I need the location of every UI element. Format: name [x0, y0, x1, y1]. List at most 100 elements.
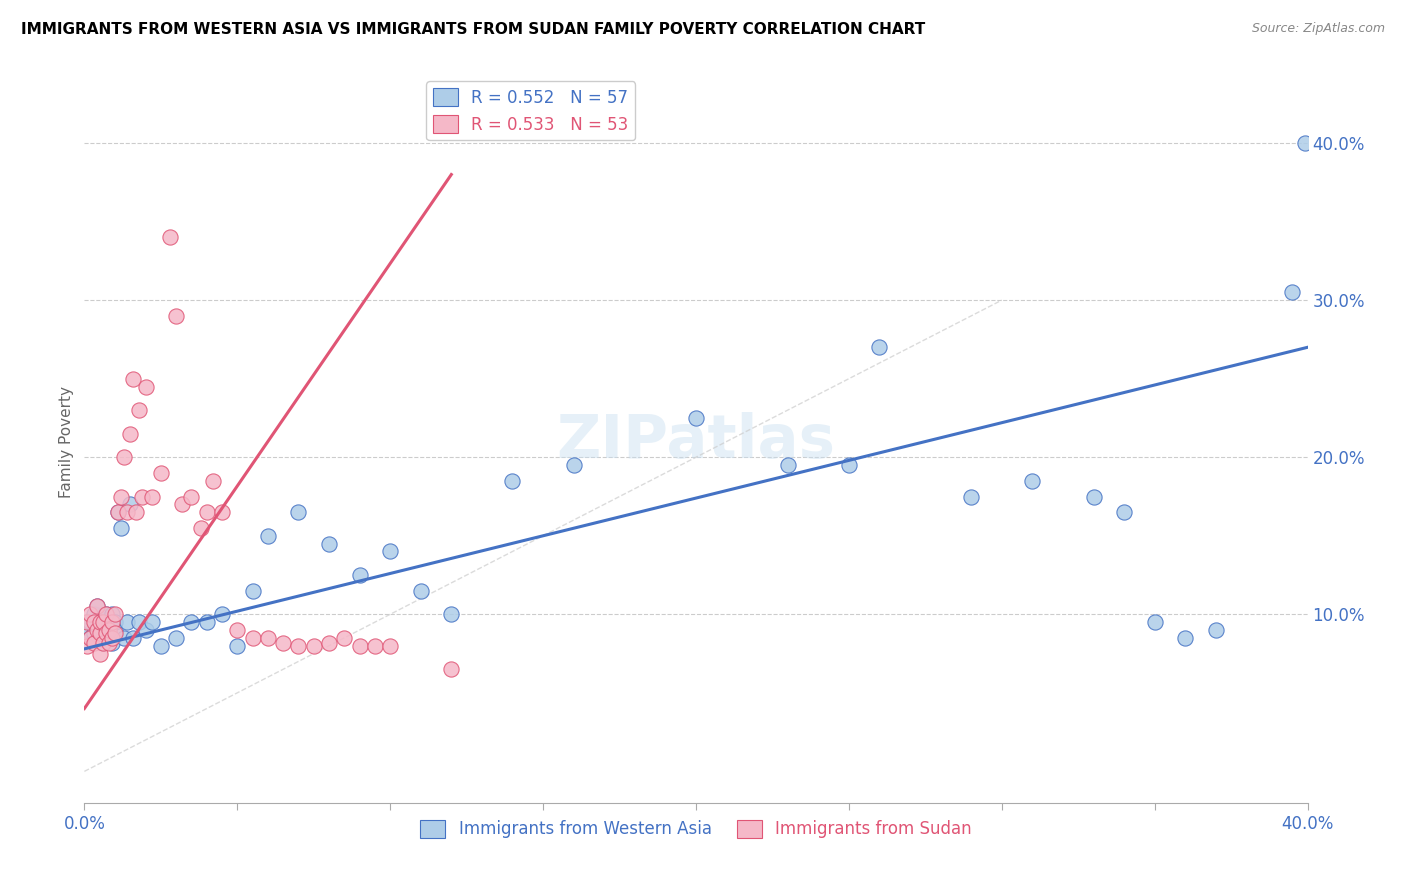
- Point: [165, 309, 187, 323]
- Point: [562, 458, 585, 472]
- Point: [440, 662, 463, 676]
- Point: [318, 635, 340, 649]
- Point: [122, 631, 145, 645]
- Point: [97, 626, 120, 640]
- Point: [83, 635, 105, 649]
- Point: [409, 583, 432, 598]
- Point: [79, 631, 101, 645]
- Point: [131, 490, 153, 504]
- Point: [128, 403, 150, 417]
- Point: [364, 639, 387, 653]
- Point: [110, 490, 132, 504]
- Point: [135, 623, 157, 637]
- Point: [195, 505, 218, 519]
- Point: [83, 626, 105, 640]
- Point: [125, 505, 148, 519]
- Point: [89, 626, 111, 640]
- Point: [271, 635, 294, 649]
- Point: [79, 615, 101, 630]
- Point: [201, 474, 224, 488]
- Point: [502, 474, 524, 488]
- Point: [349, 568, 371, 582]
- Point: [1021, 474, 1043, 488]
- Text: IMMIGRANTS FROM WESTERN ASIA VS IMMIGRANTS FROM SUDAN FAMILY POVERTY CORRELATION: IMMIGRANTS FROM WESTERN ASIA VS IMMIGRAN…: [21, 22, 925, 37]
- Point: [226, 639, 249, 653]
- Point: [242, 631, 264, 645]
- Point: [91, 635, 114, 649]
- Point: [89, 615, 111, 630]
- Point: [110, 521, 132, 535]
- Point: [1114, 505, 1136, 519]
- Y-axis label: Family Poverty: Family Poverty: [59, 385, 75, 498]
- Point: [226, 623, 249, 637]
- Point: [349, 639, 371, 653]
- Point: [107, 505, 129, 519]
- Point: [135, 379, 157, 393]
- Point: [94, 607, 117, 622]
- Point: [211, 607, 233, 622]
- Point: [91, 615, 114, 630]
- Point: [101, 607, 124, 622]
- Point: [86, 623, 108, 637]
- Point: [76, 639, 98, 653]
- Point: [195, 615, 218, 630]
- Point: [776, 458, 799, 472]
- Point: [257, 529, 280, 543]
- Legend: Immigrants from Western Asia, Immigrants from Sudan: Immigrants from Western Asia, Immigrants…: [413, 813, 979, 845]
- Text: ZIPatlas: ZIPatlas: [557, 412, 835, 471]
- Point: [94, 626, 117, 640]
- Point: [89, 615, 111, 630]
- Point: [104, 615, 127, 630]
- Point: [318, 536, 340, 550]
- Point: [101, 635, 124, 649]
- Point: [180, 490, 202, 504]
- Point: [1083, 490, 1105, 504]
- Point: [190, 521, 212, 535]
- Point: [180, 615, 202, 630]
- Point: [242, 583, 264, 598]
- Point: [172, 497, 194, 511]
- Point: [1281, 285, 1303, 300]
- Point: [83, 607, 105, 622]
- Point: [685, 411, 707, 425]
- Point: [89, 626, 111, 640]
- Point: [86, 599, 108, 614]
- Point: [211, 505, 233, 519]
- Point: [440, 607, 463, 622]
- Point: [1143, 615, 1166, 630]
- Point: [83, 615, 105, 630]
- Point: [79, 631, 101, 645]
- Point: [128, 615, 150, 630]
- Point: [287, 505, 309, 519]
- Point: [97, 623, 120, 637]
- Point: [159, 230, 181, 244]
- Point: [112, 450, 135, 465]
- Point: [115, 505, 138, 519]
- Point: [86, 620, 108, 634]
- Point: [112, 631, 135, 645]
- Point: [149, 466, 172, 480]
- Point: [302, 639, 325, 653]
- Point: [1174, 631, 1197, 645]
- Point: [76, 623, 98, 637]
- Point: [107, 505, 129, 519]
- Point: [115, 615, 138, 630]
- Point: [120, 426, 142, 441]
- Point: [141, 615, 163, 630]
- Point: [79, 607, 101, 622]
- Point: [76, 615, 98, 630]
- Point: [257, 631, 280, 645]
- Point: [960, 490, 983, 504]
- Point: [838, 458, 860, 472]
- Point: [149, 639, 172, 653]
- Point: [120, 497, 142, 511]
- Point: [333, 631, 356, 645]
- Point: [101, 615, 124, 630]
- Point: [97, 635, 120, 649]
- Point: [380, 639, 402, 653]
- Point: [104, 607, 127, 622]
- Point: [1205, 623, 1227, 637]
- Point: [165, 631, 187, 645]
- Point: [89, 647, 111, 661]
- Point: [104, 623, 127, 637]
